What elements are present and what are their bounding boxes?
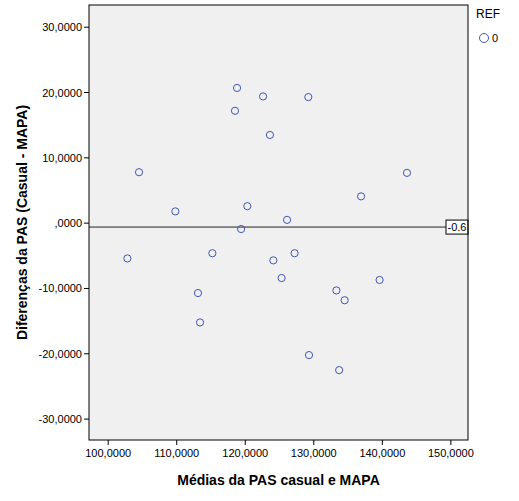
point (283, 216, 290, 223)
point (376, 276, 383, 283)
point (194, 289, 201, 296)
y-tick (84, 288, 89, 289)
x-axis-label: Médias da PAS casual e MAPA (177, 472, 380, 488)
legend-label: 0 (492, 32, 498, 44)
point (209, 250, 216, 257)
plot-area (89, 5, 468, 440)
x-tick-label: 140,0000 (359, 447, 405, 459)
x-tick-label: 130,0000 (291, 447, 337, 459)
x-tick (450, 440, 451, 445)
point (135, 169, 142, 176)
y-axis-label: Diferenças da PAS (Casual - MAPA) (14, 105, 30, 340)
y-tick-label: -20,0000 (39, 348, 82, 360)
y-tick-label: -10,0000 (39, 282, 82, 294)
plot-frame (89, 5, 468, 440)
point (333, 287, 340, 294)
x-tick-label: 100,0000 (85, 447, 131, 459)
point (305, 351, 312, 358)
point (357, 193, 364, 200)
point (233, 84, 240, 91)
y-tick-label: 10,0000 (42, 152, 82, 164)
x-tick-label: 120,0000 (222, 447, 268, 459)
legend-marker (480, 34, 489, 43)
point (341, 297, 348, 304)
point (238, 225, 245, 232)
legend-title: REF (476, 7, 500, 21)
marks (89, 84, 468, 373)
point (336, 367, 343, 374)
reference-label: -0.6 (448, 221, 467, 233)
y-tick-label: -30,0000 (39, 413, 82, 425)
point (278, 274, 285, 281)
point (259, 93, 266, 100)
point (270, 257, 277, 264)
point (305, 93, 312, 100)
point (124, 255, 131, 262)
y-tick-label: 30,0000 (42, 21, 82, 33)
reference-label-box (446, 220, 468, 234)
x-tick (245, 440, 246, 445)
point (231, 107, 238, 114)
reference-line (89, 227, 468, 228)
x-tick-label: 110,0000 (154, 447, 199, 459)
x-tick (382, 440, 383, 445)
y-tick (84, 353, 89, 354)
y-tick (84, 157, 89, 158)
y-tick (84, 419, 89, 420)
x-tick-label: 150,0000 (428, 447, 474, 459)
point (196, 319, 203, 326)
point (291, 250, 298, 257)
x-tick (313, 440, 314, 445)
y-tick (84, 92, 89, 93)
point (266, 131, 273, 138)
x-tick (108, 440, 109, 445)
x-tick (176, 440, 177, 445)
y-tick-label: 20,0000 (42, 87, 82, 99)
y-tick (84, 223, 89, 224)
point (172, 208, 179, 215)
y-tick (84, 27, 89, 28)
point (403, 169, 410, 176)
y-tick-label: ,0000 (54, 217, 82, 229)
point (244, 203, 251, 210)
